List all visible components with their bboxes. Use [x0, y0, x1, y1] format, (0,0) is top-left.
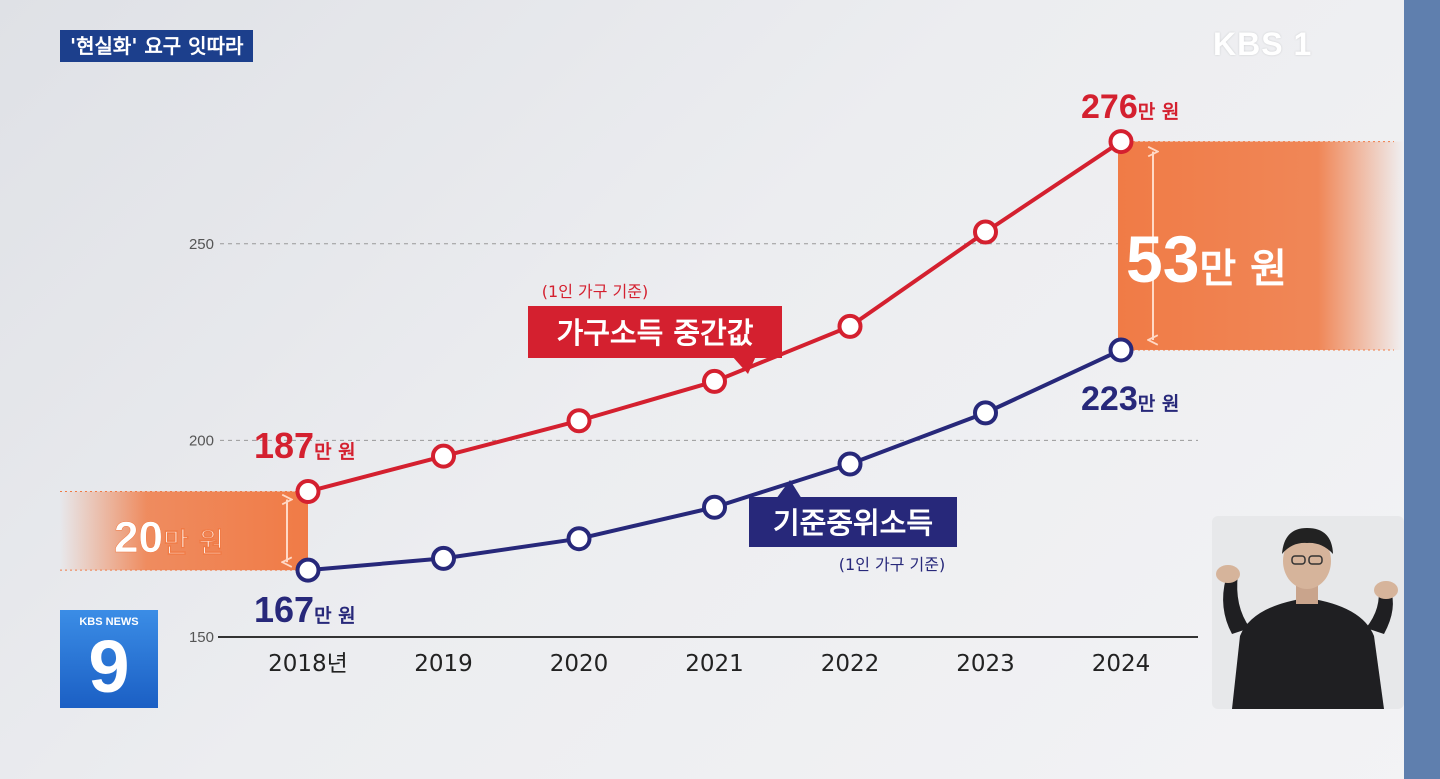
gap-label-start: 20만 원 [114, 513, 224, 562]
point-blue-2 [566, 526, 592, 552]
red-series-tag-pointer [732, 356, 756, 374]
y-tick-250: 250 [189, 236, 214, 253]
x-tick-5: 2023 [956, 651, 1015, 677]
point-red-6 [1108, 129, 1134, 155]
point-red-5 [973, 219, 998, 245]
point-blue-0 [295, 557, 321, 583]
blue-series-tag-pointer [776, 480, 802, 499]
news9-number: 9 [88, 625, 130, 708]
gap-box-end [1118, 141, 1404, 350]
red-series-name: 가구소득 중간값 [557, 316, 754, 350]
label-end-red: 276만 원 [1081, 88, 1179, 126]
blue-series-note: (1인 가구 기준) [839, 555, 945, 574]
income-line-chart: 150 200 250 2018년 2019 2020 2021 2022 2023 2024 18… [60, 88, 1404, 677]
gap-label-end: 53만 원 [1126, 222, 1287, 296]
label-start-red: 187만 원 [254, 425, 356, 466]
right-edge-bar [1404, 0, 1440, 779]
x-tick-4: 2022 [821, 651, 880, 677]
point-red-3 [702, 368, 727, 394]
kbs-news9-logo: KBS NEWS 9 [60, 610, 158, 708]
x-tick-0: 2018년 [268, 651, 348, 677]
x-tick-3: 2021 [685, 651, 744, 677]
x-tick-2: 2020 [550, 651, 609, 677]
kbs1-logo: KBS 1 [1213, 26, 1313, 62]
label-end-blue: 223만 원 [1081, 380, 1179, 418]
point-red-0 [295, 479, 321, 505]
interpreter-figure [1216, 528, 1398, 709]
headline-tag: '현실화' 요구 잇따라 [60, 30, 254, 62]
point-red-1 [431, 443, 456, 469]
point-blue-6 [1108, 337, 1134, 363]
y-tick-200: 200 [189, 432, 214, 449]
sign-language-interpreter [1212, 516, 1404, 709]
point-blue-5 [973, 400, 998, 426]
label-start-blue: 167만 원 [254, 589, 356, 630]
red-series-tag-bg [528, 306, 782, 358]
point-red-4 [837, 313, 863, 339]
x-tick-1: 2019 [414, 651, 473, 677]
red-series-note: (1인 가구 기준) [542, 282, 648, 301]
point-red-2 [566, 408, 592, 434]
point-blue-4 [837, 451, 863, 477]
gap-box-start [60, 491, 308, 571]
news9-label: KBS NEWS [79, 616, 139, 628]
point-blue-3 [702, 494, 727, 520]
blue-series-name: 기준중위소득 [773, 506, 933, 540]
x-tick-6: 2024 [1092, 651, 1151, 677]
y-tick-150: 150 [189, 629, 214, 646]
point-blue-1 [431, 545, 456, 571]
blue-series-tag-bg [749, 497, 957, 547]
